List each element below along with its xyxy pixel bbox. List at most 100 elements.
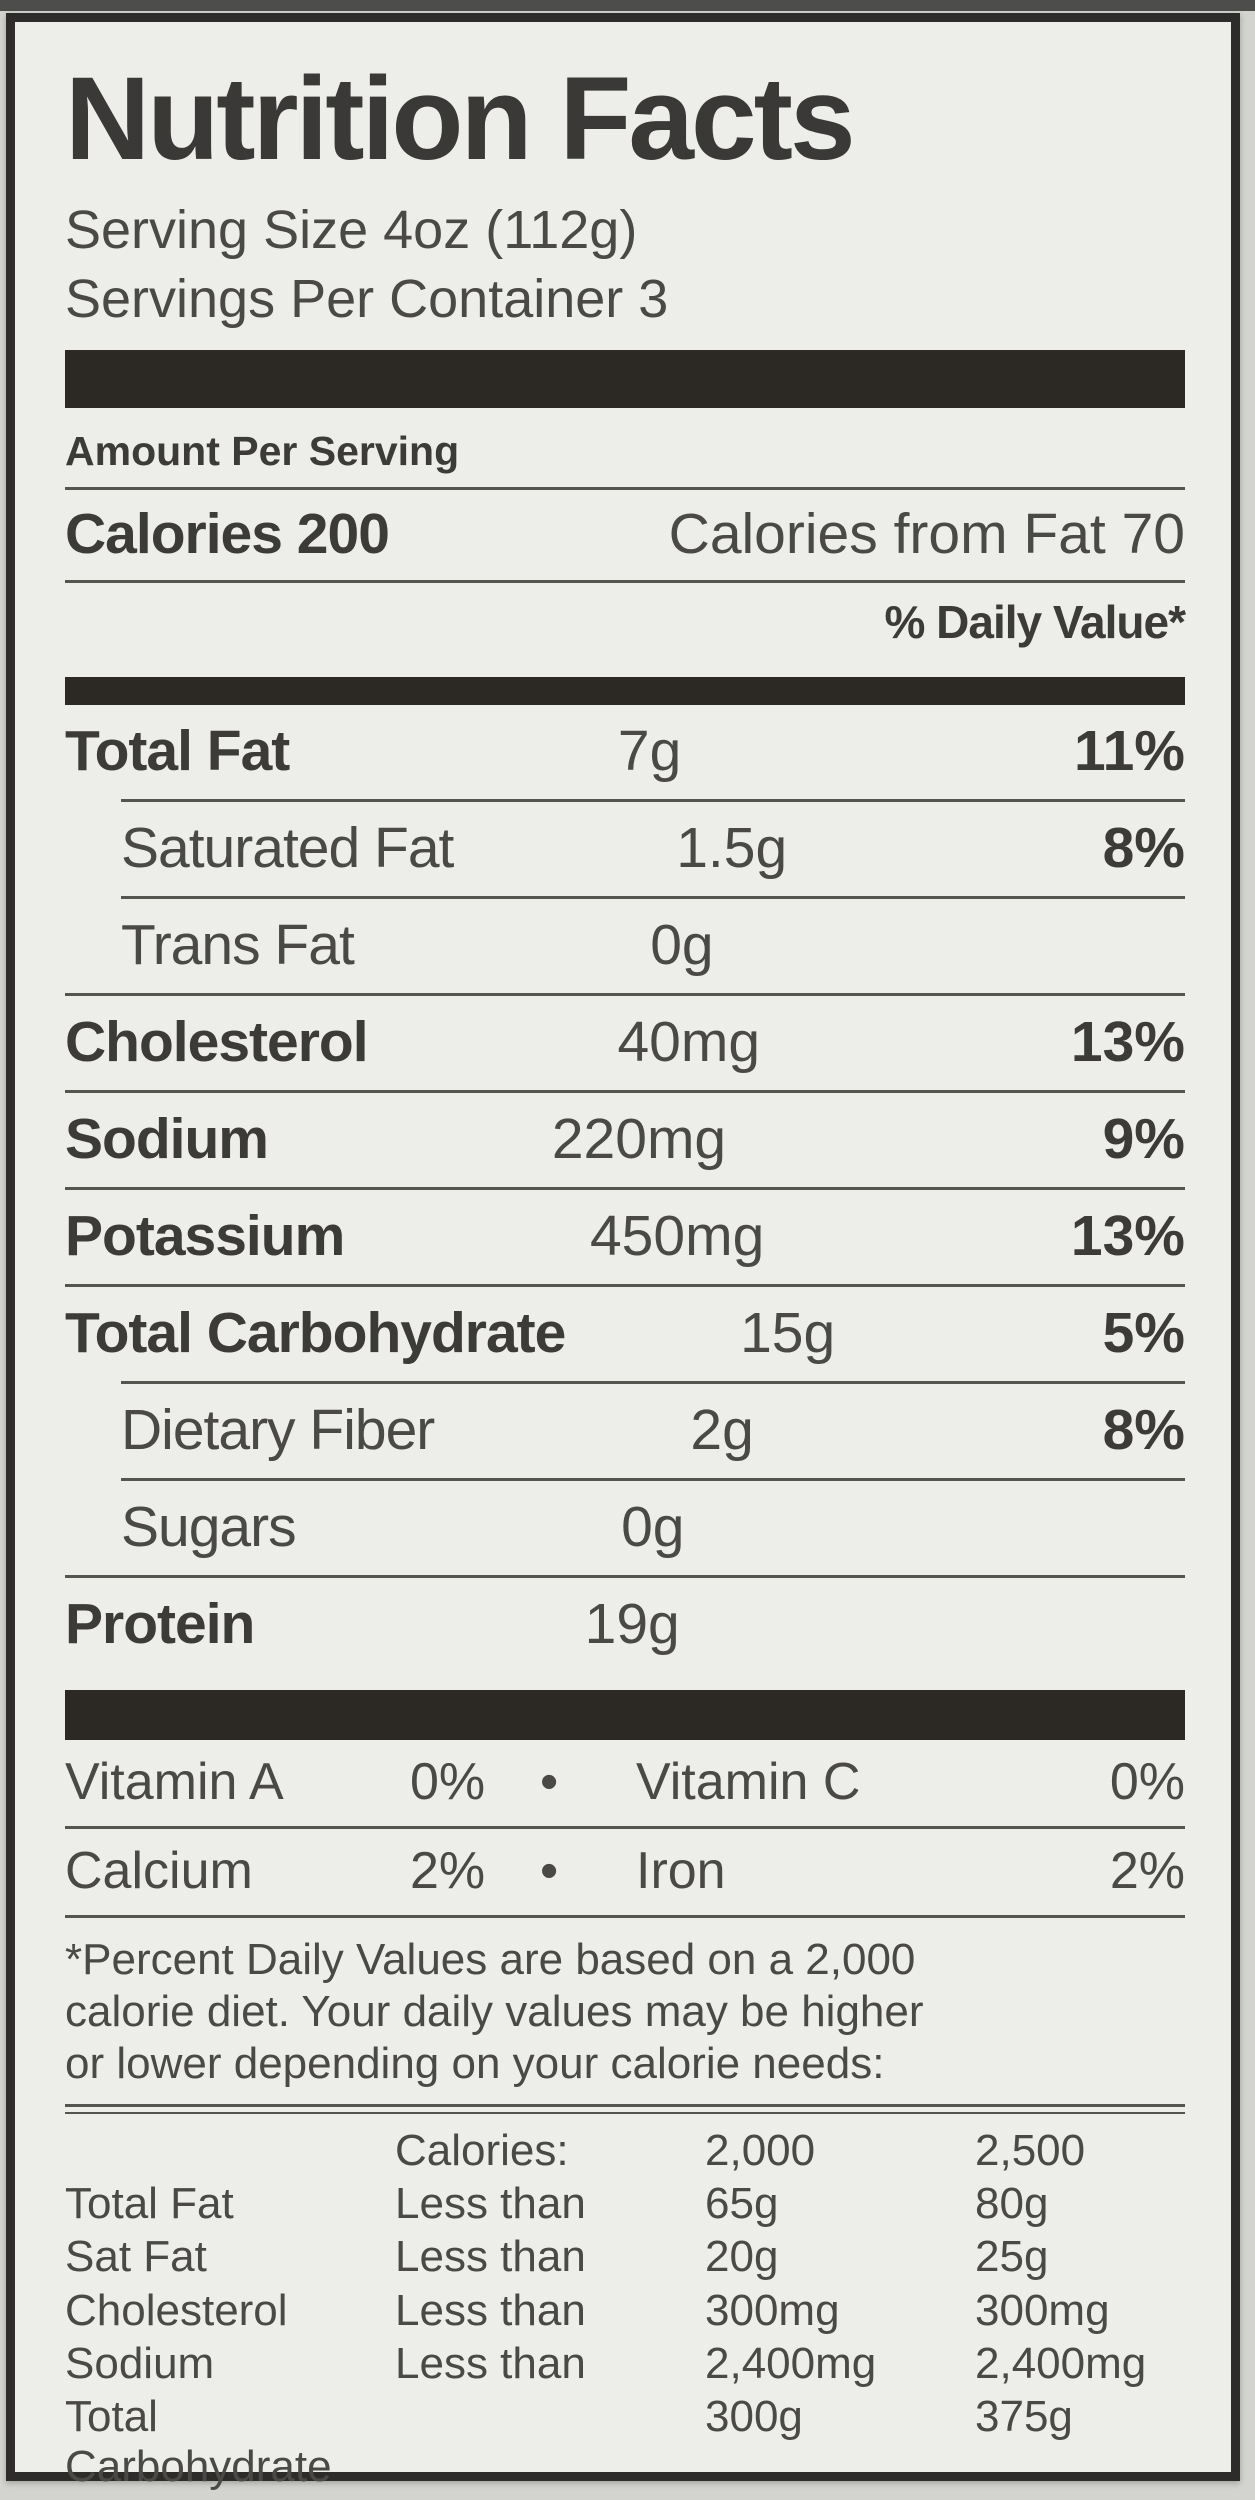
nutrient-daily-value: 13% <box>1070 1204 1185 1269</box>
amount-per-serving-heading: Amount Per Serving <box>65 428 460 475</box>
top-edge-strip <box>0 0 1255 11</box>
nutrient-daily-value: 8% <box>1102 1398 1185 1463</box>
calories-word: Calories <box>65 502 283 567</box>
nutrient-row-saturated-fat: Saturated Fat 1.5g 8% <box>65 802 1185 896</box>
nutrient-row-protein: Protein 19g <box>65 1578 1185 1672</box>
table-cell: 300mg <box>975 2285 1110 2335</box>
daily-value-heading: % Daily Value* <box>884 596 1187 649</box>
nutrient-daily-value: 9% <box>1102 1107 1185 1172</box>
serving-size-text: Serving Size 4oz (112g) <box>65 200 638 260</box>
footnote-line: calorie diet. Your daily values may be h… <box>65 1987 924 2037</box>
nutrient-name: Total Carbohydrate <box>65 1301 566 1366</box>
thick-divider-bar <box>65 350 1185 409</box>
divider <box>65 1284 1185 1288</box>
divider <box>121 1478 1185 1482</box>
table-cell: 65g <box>705 2179 779 2229</box>
thick-divider-bar <box>65 677 1185 706</box>
divider <box>65 1090 1185 1094</box>
daily-value-footnote: *Percent Daily Values are based on a 2,0… <box>65 1934 1185 2090</box>
table-cell: 30g <box>975 2493 1185 2500</box>
divider <box>121 799 1185 803</box>
nutrient-name: Protein <box>65 1592 255 1657</box>
nutrient-name: Sodium <box>65 1107 269 1172</box>
vitamin-value: 2% <box>410 1842 486 1901</box>
bullet-separator: • <box>540 1842 559 1901</box>
table-cell <box>395 2493 705 2500</box>
vitamin-name: Calcium <box>65 1842 253 1901</box>
table-cell: Less than <box>395 2285 586 2335</box>
nutrition-facts-label: Nutrition Facts Serving Size 4oz (112g) … <box>6 13 1240 2500</box>
nutrient-name: Sugars <box>121 1495 297 1560</box>
nutrient-amount: 19g <box>584 1592 680 1657</box>
table-cell: 375g <box>975 2392 1073 2442</box>
table-cell: 25g <box>975 2232 1049 2282</box>
divider <box>65 1575 1185 1579</box>
double-rule-divider <box>65 2103 1185 2114</box>
nutrient-daily-value: 5% <box>1102 1301 1185 1366</box>
nutrient-name: Cholesterol <box>65 1010 369 1075</box>
label-title: Nutrition Facts <box>65 53 856 185</box>
vitamin-value: 0% <box>1109 1753 1185 1812</box>
nutrient-row-sugars: Sugars 0g <box>65 1481 1185 1575</box>
divider <box>121 1381 1185 1385</box>
vitamin-row-a-c: Vitamin A 0% • Vitamin C 0% <box>65 1740 1185 1826</box>
footnote-line: *Percent Daily Values are based on a 2,0… <box>65 1935 916 1985</box>
table-header-2000: 2,000 <box>705 2125 816 2175</box>
nutrient-amount: 1.5g <box>676 816 788 881</box>
table-cell: Cholesterol <box>65 2285 288 2335</box>
table-cell <box>395 2390 705 2493</box>
table-cell: Total Fat <box>65 2179 234 2229</box>
nutrient-daily-value: 11% <box>1074 719 1185 784</box>
divider <box>65 1826 1185 1830</box>
table-cell: Dietary Fiber <box>65 2493 395 2500</box>
divider <box>121 896 1185 900</box>
vitamin-value: 0% <box>410 1753 486 1812</box>
vitamin-name: Vitamin A <box>65 1753 284 1812</box>
table-cell: Less than <box>395 2179 586 2229</box>
table-cell: 300mg <box>705 2285 840 2335</box>
nutrient-amount: 220mg <box>551 1107 727 1172</box>
bullet-separator: • <box>540 1753 559 1812</box>
calories-label: Calories 200 <box>65 501 390 567</box>
nutrient-daily-value: 13% <box>1070 1010 1185 1075</box>
table-header-calories: Calories: <box>395 2125 569 2175</box>
table-cell: Less than <box>395 2232 586 2282</box>
table-cell: 300g <box>705 2392 803 2442</box>
divider <box>65 487 1185 491</box>
nutrient-name: Dietary Fiber <box>121 1398 435 1463</box>
nutrient-name: Saturated Fat <box>121 816 454 881</box>
nutrient-row-sodium: Sodium 220mg 9% <box>65 1093 1185 1187</box>
nutrient-name: Total Fat <box>65 719 290 784</box>
divider <box>65 580 1185 584</box>
vitamin-name: Vitamin C <box>636 1753 861 1812</box>
table-cell: 80g <box>975 2179 1049 2229</box>
thick-divider-bar <box>65 1690 1185 1741</box>
nutrient-row-dietary-fiber: Dietary Fiber 2g 8% <box>65 1384 1185 1478</box>
nutrient-row-trans-fat: Trans Fat 0g <box>65 899 1185 993</box>
table-cell: Sat Fat <box>65 2232 207 2282</box>
calories-from-fat: Calories from Fat 70 <box>668 502 1185 567</box>
nutrient-row-potassium: Potassium 450mg 13% <box>65 1190 1185 1284</box>
calories-row: Calories 200 Calories from Fat 70 <box>65 490 1185 580</box>
nutrient-amount: 7g <box>617 719 682 784</box>
nutrient-amount: 0g <box>650 913 714 978</box>
table-cell: Sodium <box>65 2339 215 2388</box>
table-cell: 25g <box>705 2493 975 2500</box>
footnote-line: or lower depending on your calorie needs… <box>65 2039 885 2089</box>
nutrient-amount: 0g <box>621 1495 685 1560</box>
vitamin-value: 2% <box>1109 1842 1185 1901</box>
divider <box>65 1915 1185 1919</box>
nutrient-daily-value: 8% <box>1102 816 1185 881</box>
table-cell: Total Carbohydrate <box>65 2392 332 2491</box>
servings-per-container-text: Servings Per Container 3 <box>65 269 669 330</box>
table-cell: Less than <box>395 2339 586 2388</box>
vitamin-name: Iron <box>636 1842 726 1901</box>
table-cell: 2,400mg <box>975 2339 1147 2388</box>
divider <box>65 1187 1185 1191</box>
nutrient-row-total-carbohydrate: Total Carbohydrate 15g 5% <box>65 1287 1185 1381</box>
table-cell <box>65 2124 395 2177</box>
daily-values-reference-table: Calories: 2,000 2,500 Total Fat Less tha… <box>65 2124 1185 2500</box>
nutrient-amount: 2g <box>690 1398 754 1463</box>
nutrient-name: Trans Fat <box>121 913 355 978</box>
